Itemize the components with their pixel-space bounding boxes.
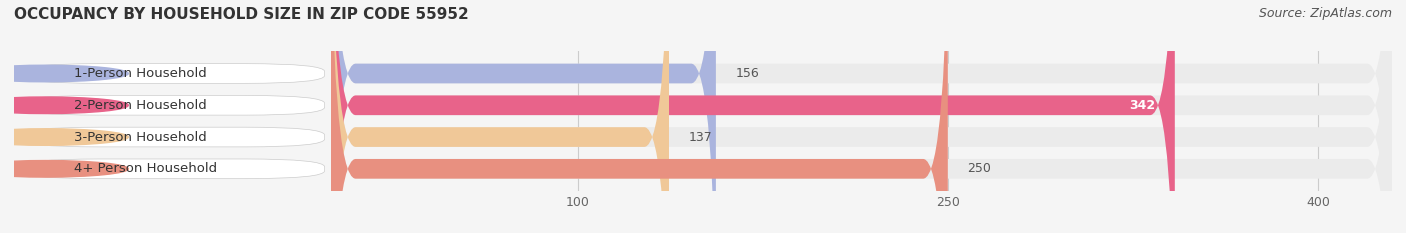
FancyBboxPatch shape — [21, 127, 325, 147]
Text: 156: 156 — [735, 67, 759, 80]
Text: 4+ Person Household: 4+ Person Household — [75, 162, 218, 175]
FancyBboxPatch shape — [330, 0, 1392, 233]
FancyBboxPatch shape — [330, 0, 1175, 233]
FancyBboxPatch shape — [330, 0, 1392, 233]
Text: 2-Person Household: 2-Person Household — [75, 99, 207, 112]
Circle shape — [0, 97, 128, 113]
FancyBboxPatch shape — [330, 0, 1392, 233]
Text: Source: ZipAtlas.com: Source: ZipAtlas.com — [1258, 7, 1392, 20]
FancyBboxPatch shape — [330, 0, 948, 233]
FancyBboxPatch shape — [21, 159, 325, 179]
Circle shape — [0, 129, 128, 145]
Circle shape — [0, 161, 128, 177]
FancyBboxPatch shape — [21, 64, 325, 83]
FancyBboxPatch shape — [330, 0, 669, 233]
Text: 137: 137 — [689, 130, 713, 144]
Text: 3-Person Household: 3-Person Household — [75, 130, 207, 144]
Text: 250: 250 — [967, 162, 991, 175]
Text: OCCUPANCY BY HOUSEHOLD SIZE IN ZIP CODE 55952: OCCUPANCY BY HOUSEHOLD SIZE IN ZIP CODE … — [14, 7, 468, 22]
Text: 1-Person Household: 1-Person Household — [75, 67, 207, 80]
FancyBboxPatch shape — [330, 0, 716, 233]
FancyBboxPatch shape — [330, 0, 1392, 233]
Circle shape — [0, 65, 128, 82]
FancyBboxPatch shape — [21, 96, 325, 115]
Text: 342: 342 — [1129, 99, 1156, 112]
